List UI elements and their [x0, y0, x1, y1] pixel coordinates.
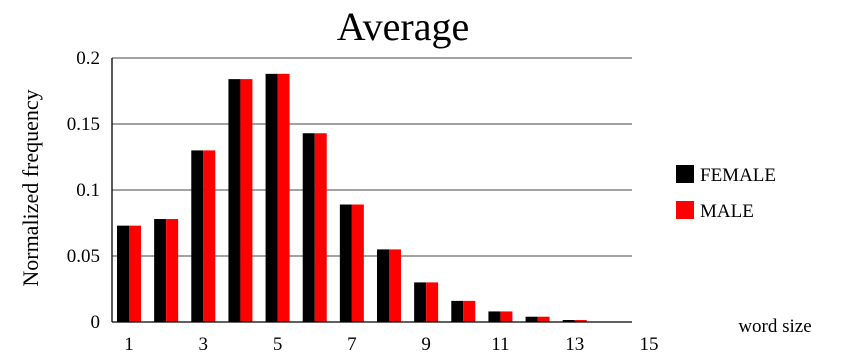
legend-swatch-male — [676, 201, 694, 219]
bar-male — [277, 73, 290, 322]
grid — [112, 57, 632, 257]
bar-female — [414, 282, 427, 322]
bar-male — [500, 311, 513, 322]
bar-male — [351, 204, 364, 322]
bar-male — [129, 225, 141, 322]
bar-female — [191, 150, 204, 322]
x-tick-label: 3 — [199, 334, 209, 353]
chart-title: Average — [337, 4, 470, 49]
legend-label-male: MALE — [700, 201, 754, 222]
bar-male — [240, 79, 253, 323]
bar-female — [339, 204, 352, 322]
bar-female — [228, 79, 241, 323]
x-tick-label: 13 — [565, 334, 584, 353]
bar-female — [154, 219, 167, 322]
bar-female — [488, 311, 501, 322]
bar-male — [426, 282, 439, 322]
x-tick-label: 11 — [491, 334, 509, 353]
y-axis-label: Normalized frequency — [18, 89, 43, 286]
bar-male — [463, 300, 476, 322]
y-tick-label: 0.1 — [76, 180, 100, 201]
bar-female — [117, 225, 129, 322]
bar-female — [525, 316, 538, 322]
bar-male — [203, 150, 216, 322]
x-tick-label: 1 — [124, 334, 134, 353]
bar-female — [265, 73, 278, 322]
bars — [117, 73, 587, 323]
x-axis-label: word size — [738, 316, 811, 337]
x-tick-label: 5 — [273, 334, 283, 353]
legend: FEMALE MALE — [676, 165, 776, 222]
y-tick-label: 0 — [91, 312, 101, 333]
y-tick-label: 0.05 — [67, 246, 100, 267]
legend-label-female: FEMALE — [700, 165, 776, 186]
x-tick-label: 7 — [347, 334, 357, 353]
bar-male — [389, 249, 401, 322]
bar-female — [562, 320, 575, 322]
y-tick-label: 0.2 — [76, 48, 100, 69]
legend-swatch-female — [676, 165, 694, 183]
y-tick-label: 0.15 — [67, 114, 100, 135]
bar-female — [302, 133, 315, 322]
axes: 00.050.10.150.21 3 5 7 9 11 13 15 — [67, 48, 659, 355]
bar-male — [574, 320, 587, 322]
x-tick-label: 9 — [421, 334, 431, 353]
bar-male — [314, 133, 327, 322]
bar-female — [451, 300, 464, 322]
x-tick-label: 15 — [640, 334, 659, 353]
bar-male — [166, 219, 179, 322]
bar-female — [377, 249, 389, 322]
bar-male — [537, 316, 550, 322]
